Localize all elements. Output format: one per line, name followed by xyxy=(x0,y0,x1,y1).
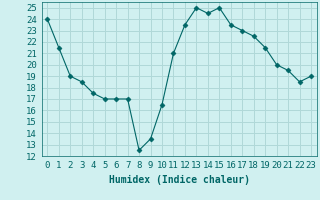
X-axis label: Humidex (Indice chaleur): Humidex (Indice chaleur) xyxy=(109,175,250,185)
